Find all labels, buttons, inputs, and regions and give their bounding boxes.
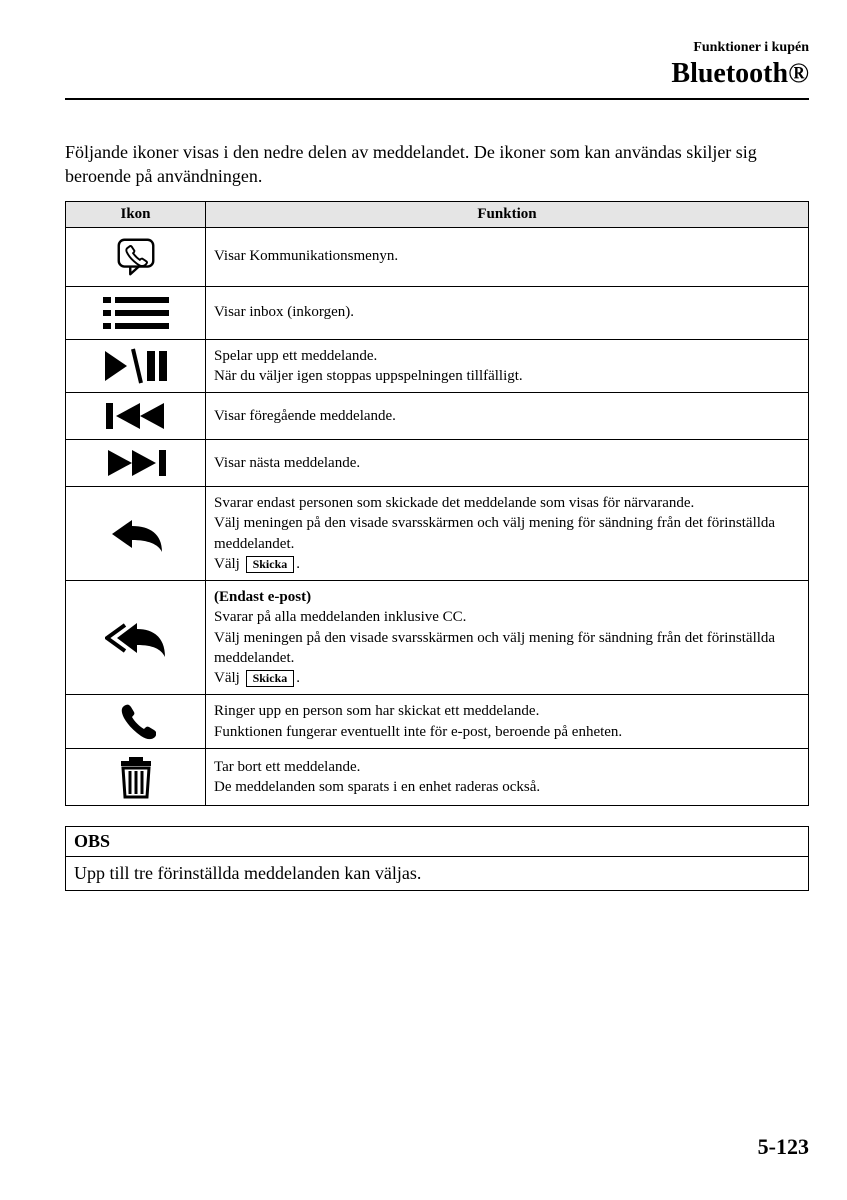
- call-icon: [116, 702, 156, 742]
- table-row: Tar bort ett meddelande. De meddelanden …: [66, 748, 809, 805]
- note-body: Upp till tre förinställda meddelanden ka…: [66, 857, 808, 890]
- prev-icon: [104, 399, 168, 433]
- note-box: OBS Upp till tre förinställda meddelande…: [65, 826, 809, 891]
- header-subtitle: Funktioner i kupén: [65, 40, 809, 56]
- header-title: Bluetooth®: [65, 58, 809, 90]
- phone-bubble-icon: [113, 234, 159, 280]
- table-row: Visar inbox (inkorgen).: [66, 286, 809, 339]
- trash-icon: [117, 755, 155, 799]
- table-row: (Endast e-post) Svarar på alla meddeland…: [66, 581, 809, 695]
- function-cell: Visar Kommunikationsmenyn.: [206, 227, 809, 286]
- table-row: Visar Kommunikationsmenyn.: [66, 227, 809, 286]
- table-row: Visar föregående meddelande.: [66, 393, 809, 440]
- note-title: OBS: [66, 827, 808, 857]
- function-cell: Visar föregående meddelande.: [206, 393, 809, 440]
- page-number: 5-123: [758, 1134, 809, 1160]
- function-cell: Svarar endast personen som skickade det …: [206, 487, 809, 581]
- function-cell: (Endast e-post) Svarar på alla meddeland…: [206, 581, 809, 695]
- table-row: Svarar endast personen som skickade det …: [66, 487, 809, 581]
- header-rule: [65, 98, 809, 100]
- table-row: Spelar upp ett meddelande. När du väljer…: [66, 339, 809, 393]
- list-icon: [101, 293, 171, 333]
- play-pause-icon: [101, 347, 171, 385]
- function-cell: Spelar upp ett meddelande. När du väljer…: [206, 339, 809, 393]
- table-row: Visar nästa meddelande.: [66, 440, 809, 487]
- send-button-box: Skicka: [246, 670, 295, 688]
- page-header: Funktioner i kupén Bluetooth®: [65, 40, 809, 90]
- next-icon: [104, 446, 168, 480]
- intro-paragraph: Följande ikoner visas i den nedre delen …: [65, 140, 809, 189]
- function-cell: Visar nästa meddelande.: [206, 440, 809, 487]
- table-header-icon: Ikon: [66, 201, 206, 227]
- function-cell: Tar bort ett meddelande. De meddelanden …: [206, 748, 809, 805]
- function-cell: Visar inbox (inkorgen).: [206, 286, 809, 339]
- table-row: Ringer upp en person som har skickat ett…: [66, 695, 809, 749]
- function-cell: Ringer upp en person som har skickat ett…: [206, 695, 809, 749]
- icon-function-table: Ikon Funktion Visar Kommunikationsmenyn.: [65, 201, 809, 806]
- send-button-box: Skicka: [246, 556, 295, 574]
- table-header-function: Funktion: [206, 201, 809, 227]
- reply-icon: [108, 514, 164, 554]
- reply-all-icon: [105, 617, 167, 659]
